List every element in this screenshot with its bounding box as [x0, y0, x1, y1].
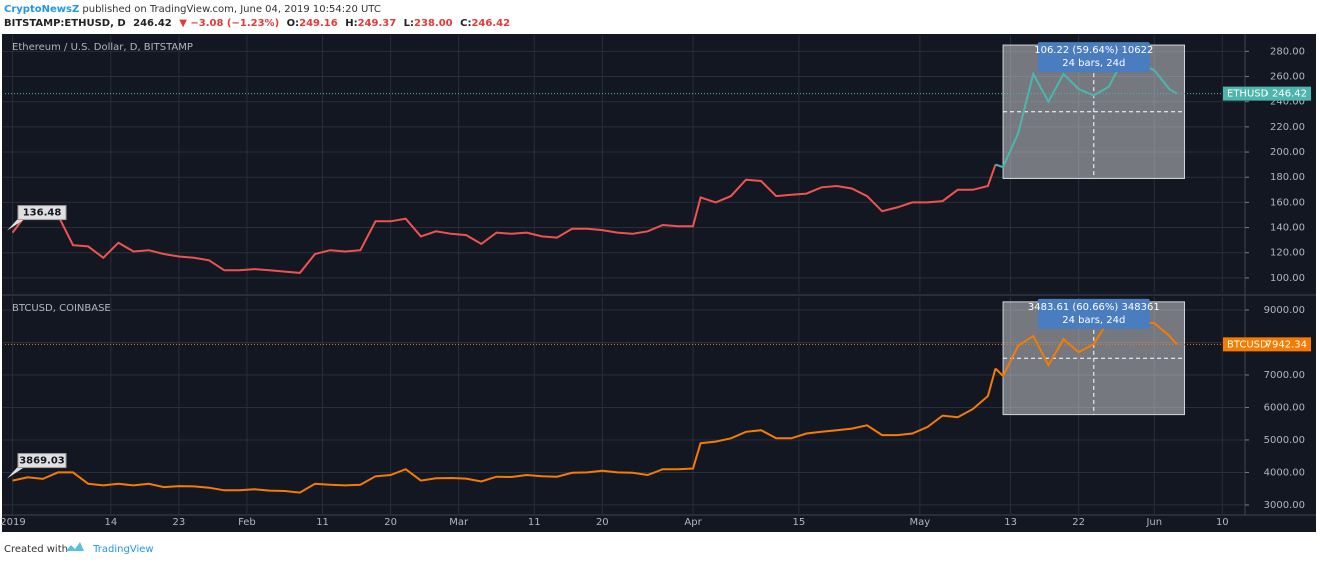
measure-label: 106.22 (59.64%) 10622 — [1034, 45, 1153, 56]
start-callout-pointer — [7, 465, 27, 479]
published: published on TradingView.com, June 04, 2… — [79, 4, 381, 15]
y-tick-label: 260.00 — [1270, 72, 1305, 83]
brand-logo — [66, 542, 84, 551]
last-price-symbol: ETHUSD — [1227, 89, 1269, 100]
y-tick-label: 280.00 — [1270, 46, 1305, 57]
badge-dot — [1265, 343, 1269, 346]
ohlc-value: 246.42 — [471, 18, 510, 29]
start-callout-label: 136.48 — [23, 208, 62, 219]
y-tick-label: 5000.00 — [1264, 435, 1305, 446]
x-tick-label: 22 — [1072, 517, 1085, 528]
price-line — [995, 56, 1178, 169]
x-tick-label: Apr — [684, 517, 702, 528]
y-tick-label: 140.00 — [1270, 223, 1305, 234]
last-price-symbol: BTCUSD — [1227, 339, 1268, 350]
pane-title: Ethereum / U.S. Dollar, D, BITSTAMP — [12, 42, 193, 53]
x-tick-label: May — [910, 517, 931, 528]
y-tick-label: 100.00 — [1270, 273, 1305, 284]
x-tick-label: 20 — [596, 517, 609, 528]
pane-title: BTCUSD, COINBASE — [12, 303, 111, 314]
footer-created: Created with TradingView — [4, 544, 154, 555]
x-tick-label: 15 — [793, 517, 806, 528]
y-tick-label: 6000.00 — [1264, 402, 1305, 413]
measure-label: 24 bars, 24d — [1062, 58, 1125, 69]
last-price-value: 246.42 — [1272, 89, 1307, 100]
start-callout-label: 3869.03 — [19, 456, 65, 467]
measure-label-box — [1037, 298, 1150, 329]
ohlc-label: H: — [345, 18, 357, 29]
y-tick-label: 9000.00 — [1264, 305, 1305, 316]
x-tick-label: 10 — [1216, 517, 1229, 528]
measure-label: 24 bars, 24d — [1062, 315, 1125, 326]
ohlc-value: 249.37 — [358, 18, 397, 29]
symbol: BITSTAMP:ETHUSD, D — [4, 18, 126, 29]
x-tick-label: 11 — [528, 517, 541, 528]
y-tick-label: 220.00 — [1270, 122, 1305, 133]
x-tick-label: Feb — [238, 517, 256, 528]
header-line-2: BITSTAMP:ETHUSD, D 246.42 ▼ −3.08 (−1.23… — [4, 18, 510, 29]
x-tick-label: 2019 — [0, 517, 25, 528]
y-tick-label: 200.00 — [1270, 147, 1305, 158]
site-name: CryptoNewsZ — [4, 4, 79, 15]
last-price-value: 7942.34 — [1266, 339, 1307, 350]
y-tick-label: 7000.00 — [1264, 370, 1305, 381]
price: 246.42 — [133, 18, 172, 29]
y-tick-label: 240.00 — [1270, 97, 1305, 108]
y-tick-label: 160.00 — [1270, 197, 1305, 208]
badge-dot — [1265, 92, 1269, 95]
brand[interactable]: TradingView — [92, 544, 153, 555]
ohlc-label: C: — [460, 18, 471, 29]
x-tick-label: 20 — [384, 517, 397, 528]
ohlc-value: 238.00 — [414, 18, 453, 29]
x-tick-label: 13 — [1004, 517, 1017, 528]
y-tick-label: 3000.00 — [1264, 500, 1305, 511]
price-line — [12, 368, 997, 494]
ohlc-label: O: — [287, 18, 300, 29]
ohlc-label: L: — [404, 18, 414, 29]
ohlc-value: 249.16 — [299, 18, 338, 29]
created-with: Created with — [4, 544, 68, 555]
price-line — [994, 318, 1178, 378]
measure-label-box — [1037, 42, 1150, 73]
start-callout-pointer — [7, 217, 27, 231]
price-line — [11, 164, 997, 274]
measure-label: 3483.61 (60.66%) 348361 — [1028, 302, 1160, 313]
header-line-1: CryptoNewsZ published on TradingView.com… — [4, 4, 381, 15]
x-tick-label: 14 — [104, 517, 117, 528]
change: ▼ −3.08 (−1.23%) — [179, 18, 279, 29]
y-tick-label: 4000.00 — [1264, 467, 1305, 478]
y-tick-label: 120.00 — [1270, 248, 1305, 259]
y-tick-label: 180.00 — [1270, 172, 1305, 183]
x-tick-label: Mar — [449, 517, 469, 528]
x-tick-label: Jun — [1145, 517, 1162, 528]
plot-layer: 100.00 120.00 140.00 160.00 180.00 200.00 220.… — [0, 35, 1311, 528]
x-tick-label: 11 — [316, 517, 329, 528]
start-callout — [17, 453, 67, 469]
start-callout — [17, 205, 67, 221]
x-tick-label: 23 — [173, 517, 186, 528]
